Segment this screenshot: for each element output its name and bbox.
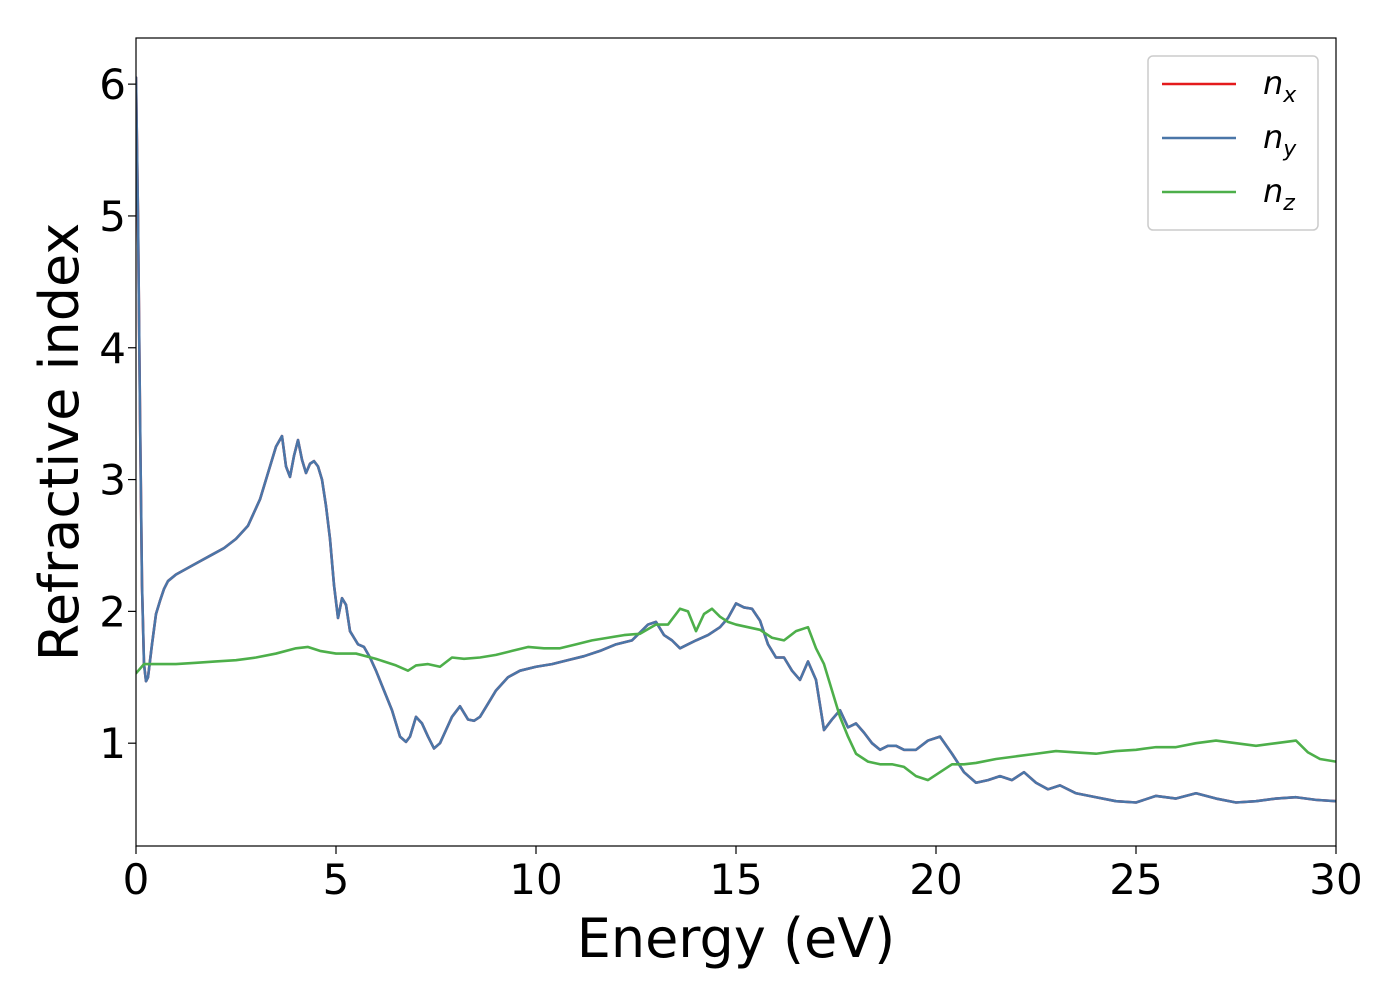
y-tick-label: 1 [99, 719, 126, 768]
x-axis-ticks: 0 5 10 15 20 25 30 [123, 846, 1363, 904]
y-axis-ticks: 1 2 3 4 5 6 [99, 60, 136, 768]
x-axis-title: Energy (eV) [577, 907, 896, 970]
x-tick-label: 0 [123, 855, 150, 904]
x-tick-label: 5 [323, 855, 350, 904]
y-tick-label: 5 [99, 192, 126, 241]
x-tick-label: 15 [709, 855, 762, 904]
y-tick-label: 3 [99, 456, 126, 505]
x-tick-label: 20 [909, 855, 962, 904]
y-tick-label: 6 [99, 60, 126, 109]
y-axis-title: Refractive index [28, 223, 91, 662]
y-tick-label: 4 [99, 324, 126, 373]
x-tick-label: 10 [509, 855, 562, 904]
x-tick-label: 25 [1109, 855, 1162, 904]
x-tick-label: 30 [1309, 855, 1362, 904]
y-tick-label: 2 [99, 587, 126, 636]
